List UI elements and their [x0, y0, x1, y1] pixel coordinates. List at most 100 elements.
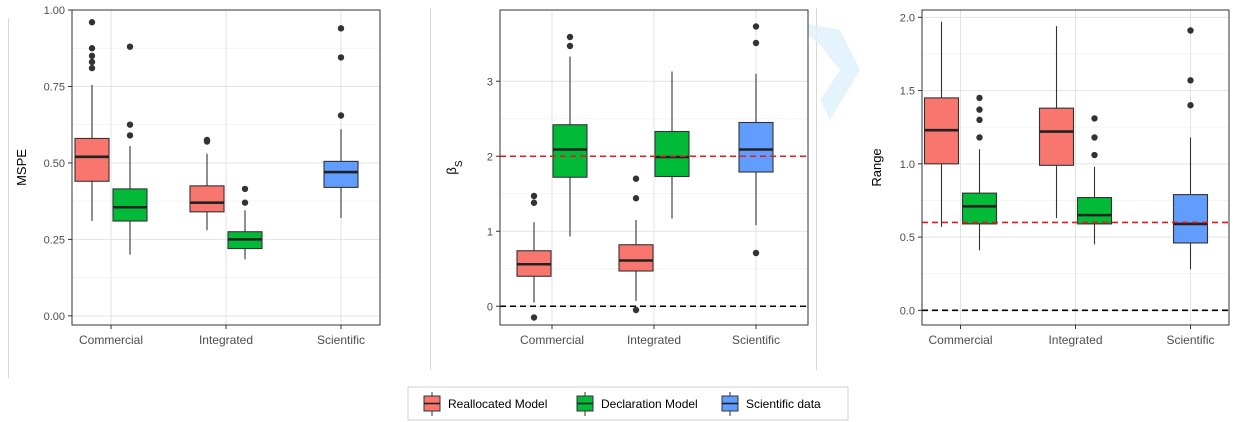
- y-axis-label: MSPE: [14, 149, 29, 186]
- outlier-point: [1187, 27, 1194, 34]
- box-commercial-declaration-model: [961, 94, 998, 251]
- y-tick-label: 2: [487, 151, 493, 163]
- x-tick-label-scientific: Scientific: [732, 333, 780, 347]
- outlier-point: [126, 121, 134, 128]
- box-body: [189, 185, 225, 213]
- outlier-point: [337, 54, 345, 61]
- outlier-point: [88, 19, 96, 26]
- y-tick-label: 1.0: [900, 159, 915, 171]
- x-tick-label-scientific: Scientific: [317, 333, 365, 347]
- y-axis-label: Range: [869, 148, 884, 186]
- x-tick-label-integrated: Integrated: [1048, 333, 1102, 347]
- y-tick-label: 0.0: [900, 305, 915, 317]
- chart-panel-3: 0.0 0.5 1.0 1.5 2.0 Commercial Integrated Scien…: [869, 9, 1230, 347]
- outlier-point: [976, 116, 983, 124]
- box-body: [1172, 194, 1209, 244]
- y-tick-label: 0.5: [900, 232, 915, 244]
- panel-border: [71, 9, 381, 326]
- outlier-point: [752, 23, 760, 30]
- box-commercial-reallocated-model: [74, 19, 110, 222]
- x-tick-label-commercial: Commercial: [79, 333, 143, 347]
- y-tick-label: 0.50: [44, 158, 65, 170]
- legend-box: [407, 386, 849, 421]
- outlier-point: [337, 25, 345, 32]
- box-commercial-declaration-model: [112, 43, 148, 255]
- box-body: [552, 124, 588, 178]
- x-tick-label-integrated: Integrated: [627, 333, 681, 347]
- box-body: [618, 244, 654, 272]
- outlier-point: [1187, 102, 1194, 109]
- box-commercial-reallocated-model: [516, 192, 552, 321]
- outlier-point: [241, 199, 249, 206]
- box-commercial-declaration-model: [552, 33, 588, 237]
- outlier-point: [88, 58, 96, 66]
- legend-label: Scientific data: [746, 397, 821, 411]
- box-body: [961, 192, 998, 225]
- outlier-point: [632, 175, 640, 182]
- chart-panel-1: 0.00 0.25 0.50 0.75 1.00 Commercial Integrated…: [14, 5, 381, 347]
- box-body: [738, 121, 774, 173]
- box-integrated-declaration-model: [227, 185, 263, 260]
- box-scientific-scientific-data: [738, 23, 774, 257]
- chart-panel-2: 0 1 2 3 Commercial Integrated Scientific βS: [444, 9, 809, 347]
- outlier-point: [88, 64, 96, 72]
- x-tick-label-scientific: Scientific: [1166, 333, 1214, 347]
- box-body: [112, 188, 148, 222]
- outlier-point: [530, 314, 538, 321]
- outlier-point: [976, 106, 983, 113]
- outlier-point: [203, 136, 211, 144]
- box-integrated-reallocated-model: [618, 175, 654, 314]
- y-tick-label: 2.0: [900, 12, 915, 24]
- legend: Reallocated Model Declaration Model Scient…: [407, 386, 849, 421]
- outlier-point: [632, 195, 640, 202]
- y-axis-label-subscript: S: [454, 160, 465, 167]
- box-scientific-scientific-data: [323, 25, 359, 218]
- y-tick-label: 1.5: [900, 86, 915, 98]
- panel-border: [921, 9, 1230, 326]
- y-tick-label: 1.00: [44, 5, 65, 17]
- box-body: [1076, 196, 1113, 225]
- panel-separator-2: [430, 8, 431, 370]
- box-integrated-declaration-model: [1076, 115, 1113, 245]
- outlier-point: [1091, 134, 1098, 141]
- x-tick-label-integrated: Integrated: [199, 333, 253, 347]
- panel-border: [499, 9, 809, 326]
- outlier-point: [1187, 77, 1194, 84]
- y-tick-label: 0: [487, 301, 493, 313]
- box-body: [654, 130, 690, 178]
- outlier-point: [752, 249, 760, 257]
- x-tick-label-commercial: Commercial: [928, 333, 992, 347]
- outlier-point: [241, 185, 249, 193]
- outlier-point: [88, 52, 96, 60]
- panel-separator-1: [8, 18, 9, 378]
- outlier-point: [566, 42, 574, 50]
- box-body: [323, 160, 359, 188]
- watermark-logo: [790, 20, 860, 120]
- box-integrated-reallocated-model: [1038, 26, 1075, 219]
- box-body: [74, 137, 110, 182]
- legend-label: Reallocated Model: [448, 397, 547, 411]
- box-integrated-reallocated-model: [189, 136, 225, 231]
- outlier-point: [566, 33, 574, 41]
- outlier-point: [976, 134, 983, 141]
- outlier-point: [1091, 151, 1098, 159]
- x-tick-label-commercial: Commercial: [520, 333, 584, 347]
- y-tick-label: 0.00: [44, 311, 65, 323]
- box-commercial-reallocated-model: [923, 21, 960, 227]
- box-scientific-scientific-data: [1172, 27, 1209, 270]
- y-tick-label: 0.25: [44, 234, 65, 246]
- legend-item-reallocated-model: Reallocated Model: [423, 392, 547, 416]
- y-tick-label: 3: [487, 76, 493, 88]
- box-body: [1038, 107, 1075, 166]
- legend-item-declaration-model: Declaration Model: [576, 392, 698, 416]
- outlier-point: [126, 132, 134, 139]
- panel-separator-3: [816, 8, 817, 370]
- outlier-point: [752, 39, 760, 47]
- outlier-point: [530, 199, 538, 206]
- outlier-point: [976, 94, 983, 102]
- outlier-point: [530, 192, 538, 200]
- legend-label: Declaration Model: [601, 397, 698, 411]
- outlier-point: [632, 306, 640, 314]
- y-tick-label: 0.75: [44, 81, 65, 93]
